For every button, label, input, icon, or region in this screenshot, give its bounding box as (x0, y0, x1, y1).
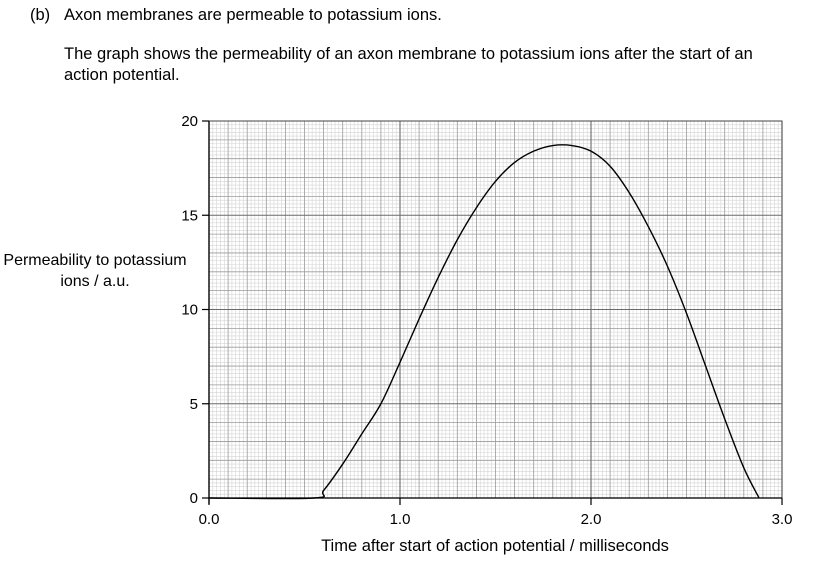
question-part-label: (b) (30, 6, 51, 24)
x-tick-label: 1.0 (390, 511, 411, 528)
axis-ticks: 0 5 10 15 20 0.0 1.0 2.0 3.0 (181, 113, 792, 528)
x-tick-label: 3.0 (772, 511, 793, 528)
permeability-curve (208, 144, 760, 500)
y-tick-label: 10 (181, 302, 198, 319)
y-tick-label: 0 (190, 490, 198, 507)
grid-major (208, 120, 783, 499)
x-tick-label: 0.0 (199, 511, 220, 528)
y-tick-label: 20 (181, 113, 198, 130)
y-tick-label: 5 (190, 396, 198, 413)
x-tick-label: 2.0 (581, 511, 602, 528)
y-tick-label: 15 (181, 207, 198, 224)
x-axis-label: Time after start of action potential / m… (321, 537, 669, 555)
question-heading: (b) Axon membranes are permeable to potas… (30, 6, 442, 25)
question-text: The graph shows the permeability of an a… (64, 45, 753, 84)
question-statement: Axon membranes are permeable to potassiu… (64, 6, 442, 24)
series-group (208, 144, 760, 500)
y-axis-label: Permeability to potassium ions / a.u. (3, 252, 187, 290)
